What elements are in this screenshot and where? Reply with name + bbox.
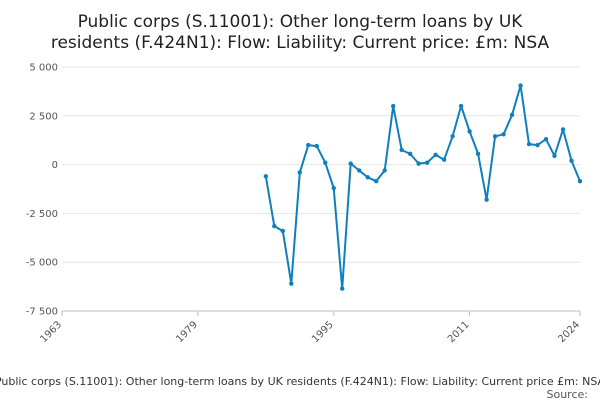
y-tick-label: 2 500 [29,111,58,122]
data-point[interactable] [407,151,413,157]
data-point[interactable] [263,174,269,179]
data-point[interactable] [280,228,285,234]
data-point[interactable] [535,142,540,148]
x-tick-label: 1963 [38,319,64,345]
data-point[interactable] [297,170,302,175]
x-tick-label: 1995 [310,319,336,345]
data-point[interactable] [323,160,328,165]
data-point[interactable] [509,112,515,118]
data-point[interactable] [365,175,370,180]
data-point[interactable] [484,197,489,202]
data-point[interactable] [450,134,455,139]
data-point[interactable] [306,142,311,148]
data-point[interactable] [526,141,532,147]
data-point[interactable] [272,223,277,229]
data-point[interactable] [458,103,464,109]
chart-title-line-2: residents (F.424N1): Flow: Liability: Cu… [51,33,550,53]
x-tick-label: 2024 [556,319,582,345]
data-point[interactable] [399,147,404,153]
data-point[interactable] [289,281,294,286]
data-point[interactable] [560,127,566,132]
gridlines [62,66,580,312]
data-point[interactable] [416,161,421,166]
data-point[interactable] [373,178,379,184]
y-tick-label: -7 500 [26,307,58,318]
data-point[interactable] [543,137,549,142]
series-line [264,84,581,290]
x-tick-label: 1979 [174,319,200,345]
data-point[interactable] [331,185,336,191]
data-point[interactable] [475,151,481,157]
data-point[interactable] [577,178,583,184]
data-point[interactable] [357,168,362,173]
data-point[interactable] [348,161,353,166]
data-point[interactable] [390,103,396,109]
y-tick-label: 5 000 [29,63,58,74]
y-tick-label: -5 000 [26,258,58,269]
data-point[interactable] [441,157,447,162]
y-tick-label: 0 [52,160,58,171]
data-point[interactable] [382,168,387,173]
y-tick-label: -2 500 [26,209,58,220]
data-point[interactable] [501,132,506,137]
x-tick-label: 2011 [446,319,472,345]
source-label: Source: [547,388,589,400]
legend-text: Public corps (S.11001): Other long-term … [0,375,600,388]
data-point[interactable] [569,158,574,163]
data-point[interactable] [314,143,319,149]
data-point[interactable] [518,83,523,88]
data-point[interactable] [433,152,438,158]
data-point[interactable] [552,153,557,159]
data-point[interactable] [424,160,430,165]
data-point[interactable] [492,134,498,139]
chart-title-line-1: Public corps (S.11001): Other long-term … [78,12,524,32]
data-point[interactable] [340,286,345,291]
series-layer [263,83,583,291]
data-point[interactable] [467,129,472,134]
